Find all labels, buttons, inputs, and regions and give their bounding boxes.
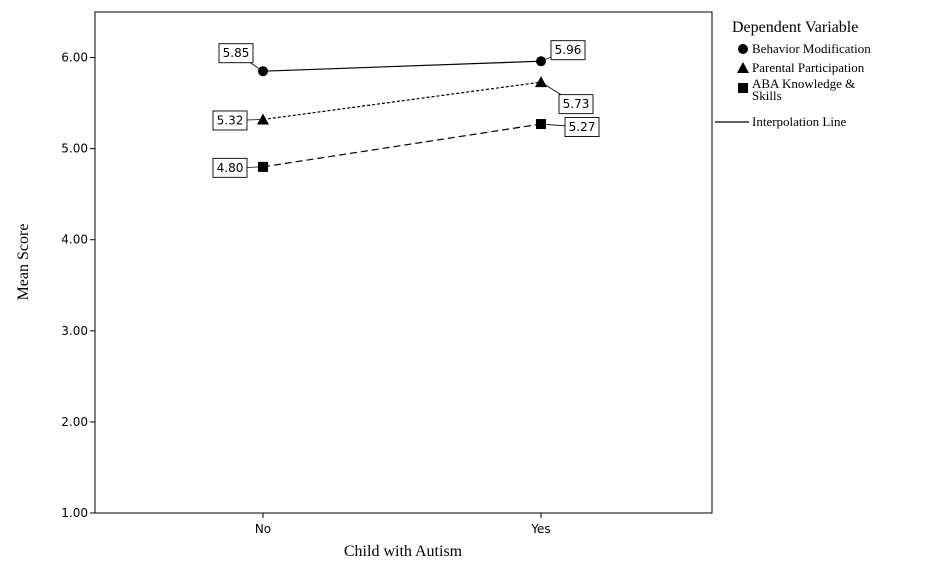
label-box: [558, 94, 594, 115]
series-line: [262, 81, 542, 121]
x-tick-label: No: [255, 522, 271, 536]
series-layer: [257, 56, 547, 172]
y-tick-label: 3.00: [61, 324, 88, 338]
legend-marker-square: [738, 83, 748, 93]
legend-title: Dependent Variable: [732, 19, 858, 36]
series-circle: [258, 56, 546, 77]
data-label: 5.96: [540, 40, 586, 62]
y-tick-label: 6.00: [61, 51, 88, 65]
legend-interpolation-label: Interpolation Line: [752, 114, 846, 129]
series-line: [262, 60, 542, 72]
y-axis-title: Mean Score: [15, 224, 32, 301]
legend-marker-triangle: [737, 62, 749, 73]
data-label: 5.85: [218, 43, 264, 72]
data-label-text: 5.32: [217, 113, 244, 127]
data-point-square: [536, 119, 546, 130]
label-box: [550, 40, 586, 61]
data-point-triangle: [257, 113, 269, 125]
x-axis: No Yes: [255, 513, 551, 536]
legend-label: ABA Knowledge & Skills: [752, 76, 855, 103]
data-label-text: 5.73: [563, 97, 590, 111]
label-box: [564, 117, 600, 137]
data-label: 5.27: [540, 117, 600, 137]
legend-label: Parental Participation: [752, 60, 865, 75]
label-box: [212, 157, 248, 178]
label-box: [212, 110, 248, 131]
data-label: 5.73: [540, 81, 594, 115]
data-label-text: 5.96: [555, 43, 582, 57]
data-label-text: 4.80: [217, 161, 244, 175]
label-box: [218, 43, 254, 64]
data-label-text: 5.85: [223, 46, 250, 60]
y-tick-label: 1.00: [61, 506, 88, 520]
legend: Dependent Variable Behavior Modification…: [715, 19, 871, 129]
y-axis: 1.00 2.00 3.00 4.00 5.00 6.00: [61, 51, 95, 520]
x-axis-title: Child with Autism: [344, 543, 463, 560]
plot-frame: [94, 11, 713, 514]
data-label: 5.32: [212, 110, 264, 131]
legend-marker-circle: [738, 44, 748, 54]
data-labels: 5.85 5.96 5.32 5.73 4.80 5.27: [212, 40, 600, 178]
y-tick-label: 4.00: [61, 233, 88, 247]
y-tick-label: 5.00: [61, 142, 88, 156]
series-line: [262, 123, 542, 168]
data-label: 4.80: [212, 157, 264, 178]
x-tick-label: Yes: [530, 522, 550, 536]
legend-label: Behavior Modification: [752, 41, 871, 56]
y-tick-label: 2.00: [61, 415, 88, 429]
data-label-text: 5.27: [569, 120, 596, 134]
